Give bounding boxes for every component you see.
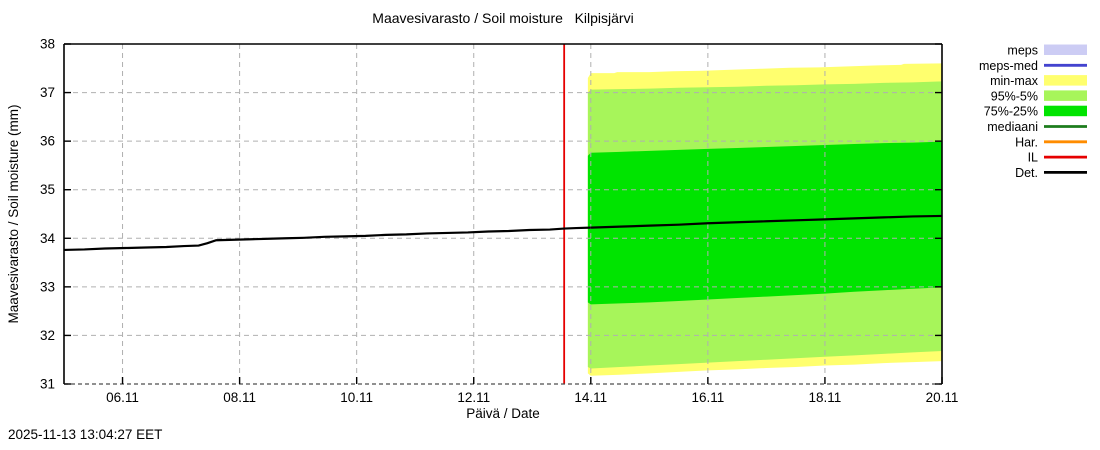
ytick-label-36: 36 (40, 134, 55, 149)
xtick-label-16-11: 16.11 (691, 390, 724, 405)
xtick-label-06-11: 06.11 (106, 390, 139, 405)
ytick-label-32: 32 (40, 328, 55, 343)
ytick-label-34: 34 (40, 231, 56, 246)
legend-swatch-meps (1044, 44, 1087, 55)
xtick-label-20-11: 20.11 (926, 390, 959, 405)
legend-label-meps: meps (1007, 44, 1038, 58)
xtick-label-12-11: 12.11 (457, 390, 490, 405)
y-axis-label: Maavesivarasto / Soil moisture (mm) (6, 104, 21, 324)
det-observed-line (63, 226, 591, 252)
legend-swatch-75-25 (1044, 105, 1087, 117)
xtick-label-14-11: 14.11 (574, 390, 607, 405)
legend-label-il: IL (1028, 151, 1038, 165)
plot-graphics: 31 32 33 34 35 36 37 38 06.11 08.11 10.11 12.11 14.1… (40, 37, 1087, 405)
xtick-label-10-11: 10.11 (340, 390, 373, 405)
legend-swatch-min-max (1044, 75, 1087, 86)
legend-label-det: Det. (1015, 166, 1038, 180)
legend-label-95-5: 95%-5% (991, 89, 1038, 103)
xtick-label-18-11: 18.11 (809, 390, 842, 405)
band-75-25 (587, 141, 942, 305)
legend-label-min-max: min-max (990, 74, 1039, 88)
xtick-label-08-11: 08.11 (223, 390, 256, 405)
legend-label-75-25: 75%-25% (984, 105, 1038, 119)
ytick-label-35: 35 (40, 182, 55, 197)
ytick-label-33: 33 (40, 279, 55, 294)
x-axis-label: Päivä / Date (466, 406, 540, 421)
legend-swatch-95-5 (1044, 90, 1087, 101)
legend-label-har: Har. (1015, 135, 1038, 149)
legend-label-mediaani: mediaani (987, 120, 1038, 134)
timestamp: 2025-11-13 13:04:27 EET (8, 427, 163, 442)
ytick-label-31: 31 (40, 377, 55, 392)
ytick-label-37: 37 (40, 85, 55, 100)
legend-label-meps-med: meps-med (979, 59, 1038, 73)
ytick-label-38: 38 (40, 37, 55, 52)
det-forecast-line (590, 214, 943, 229)
chart-title: Maavesivarasto / Soil moisture Kilpisjär… (372, 10, 634, 26)
